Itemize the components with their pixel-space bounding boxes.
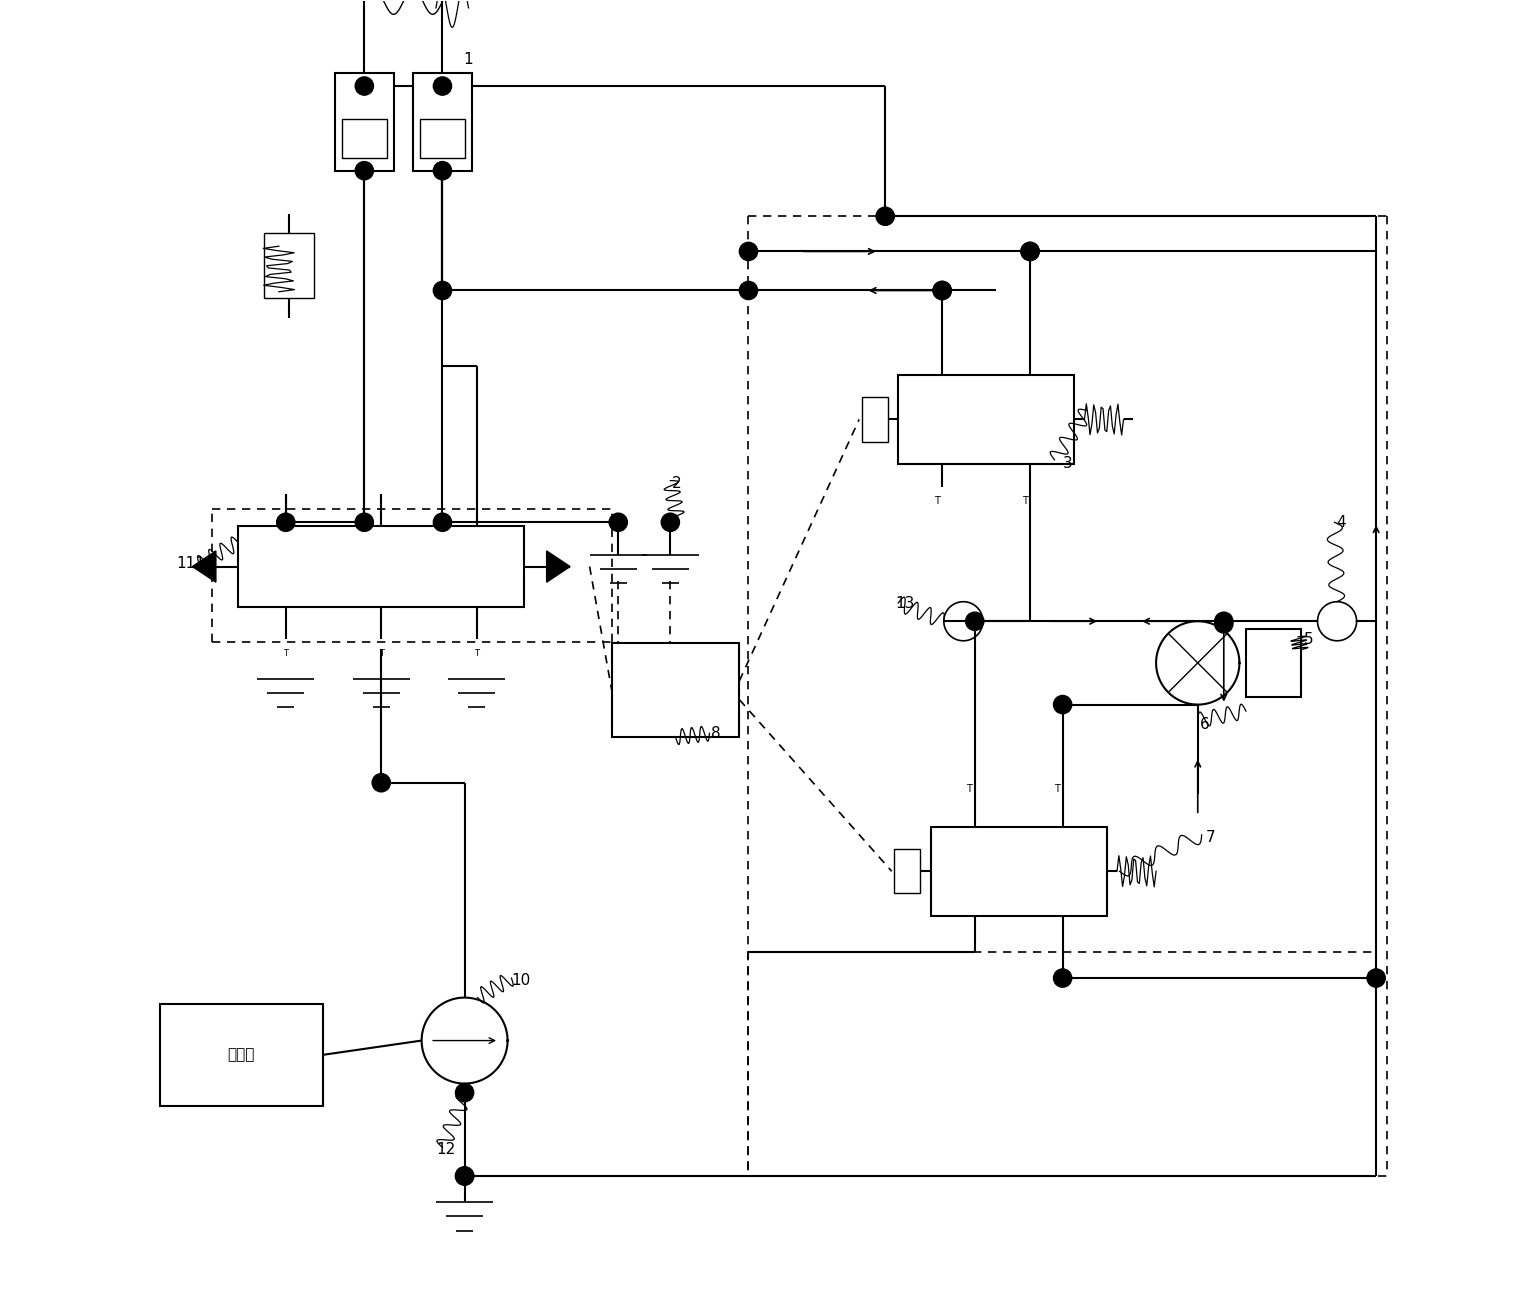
Circle shape xyxy=(934,282,952,300)
Text: T: T xyxy=(1022,496,1028,506)
Text: T: T xyxy=(967,784,972,795)
Circle shape xyxy=(455,1167,474,1185)
Circle shape xyxy=(355,162,373,180)
Circle shape xyxy=(739,243,757,261)
Text: 1: 1 xyxy=(463,52,474,68)
Bar xyxy=(335,73,393,171)
Text: T: T xyxy=(474,649,480,658)
Circle shape xyxy=(1054,696,1072,714)
Circle shape xyxy=(876,207,894,226)
Circle shape xyxy=(372,774,390,792)
Circle shape xyxy=(1020,243,1039,261)
Text: 13: 13 xyxy=(896,595,914,611)
Text: 5: 5 xyxy=(1304,632,1313,647)
Bar xyxy=(420,119,465,158)
Circle shape xyxy=(1054,968,1072,987)
Text: T: T xyxy=(283,649,288,658)
Text: 2: 2 xyxy=(672,476,682,491)
Circle shape xyxy=(661,513,679,531)
Text: 4: 4 xyxy=(1336,514,1346,530)
Text: 10: 10 xyxy=(510,974,530,988)
Circle shape xyxy=(1215,615,1234,633)
Circle shape xyxy=(966,612,984,630)
Text: 6: 6 xyxy=(1200,716,1209,732)
Bar xyxy=(160,1004,323,1105)
Circle shape xyxy=(934,282,952,300)
Bar xyxy=(1246,629,1301,697)
Circle shape xyxy=(355,513,373,531)
Bar xyxy=(238,526,524,607)
Bar xyxy=(931,827,1107,916)
Circle shape xyxy=(277,513,295,531)
Bar xyxy=(263,234,314,299)
Circle shape xyxy=(434,162,452,180)
Circle shape xyxy=(1020,243,1039,261)
Bar xyxy=(612,643,739,737)
Circle shape xyxy=(434,282,452,300)
Text: 8: 8 xyxy=(711,726,720,741)
Text: 111: 111 xyxy=(177,556,206,572)
Text: T: T xyxy=(1054,784,1060,795)
Text: 12: 12 xyxy=(437,1142,455,1158)
Circle shape xyxy=(434,77,452,95)
Text: 7: 7 xyxy=(1206,830,1215,844)
Circle shape xyxy=(434,513,452,531)
Circle shape xyxy=(455,1167,474,1185)
Circle shape xyxy=(355,77,373,95)
Bar xyxy=(899,375,1074,463)
Polygon shape xyxy=(547,551,570,582)
Circle shape xyxy=(1215,612,1234,630)
Bar xyxy=(894,850,920,894)
Text: 3: 3 xyxy=(1063,457,1072,471)
Text: T: T xyxy=(934,496,940,506)
Text: T: T xyxy=(379,649,384,658)
Text: 发动机: 发动机 xyxy=(227,1048,254,1062)
Bar xyxy=(413,73,472,171)
Bar xyxy=(341,119,387,158)
Circle shape xyxy=(739,282,757,300)
Circle shape xyxy=(609,513,627,531)
Circle shape xyxy=(455,1083,474,1101)
Circle shape xyxy=(1368,968,1386,987)
Bar xyxy=(862,397,888,441)
Polygon shape xyxy=(192,551,216,582)
